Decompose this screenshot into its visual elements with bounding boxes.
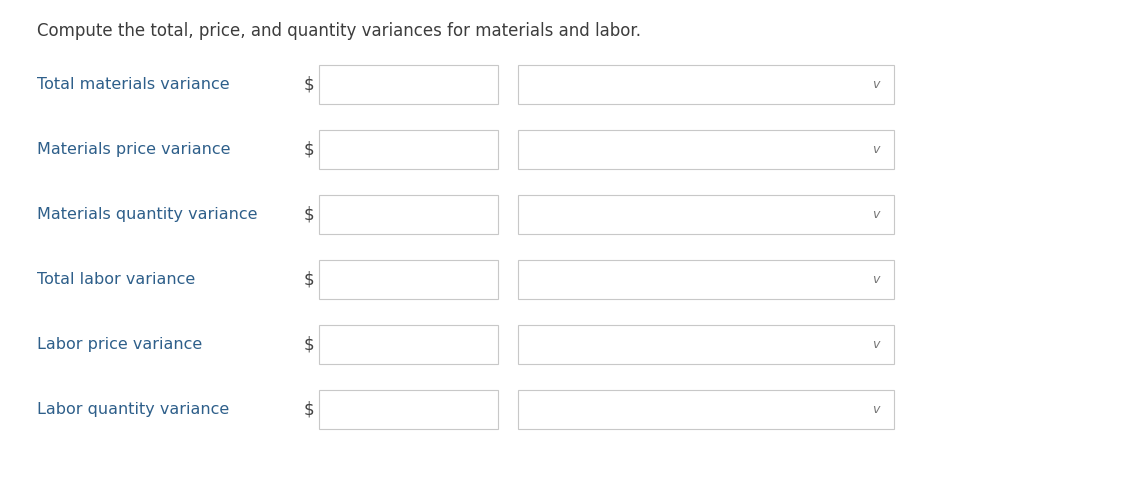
Text: v: v bbox=[873, 338, 880, 351]
FancyBboxPatch shape bbox=[319, 65, 498, 104]
FancyBboxPatch shape bbox=[518, 260, 894, 299]
Text: Labor quantity variance: Labor quantity variance bbox=[37, 402, 230, 417]
Text: v: v bbox=[873, 273, 880, 286]
Text: v: v bbox=[873, 78, 880, 91]
Text: Total materials variance: Total materials variance bbox=[37, 77, 230, 92]
FancyBboxPatch shape bbox=[518, 130, 894, 169]
FancyBboxPatch shape bbox=[518, 325, 894, 364]
Text: Total labor variance: Total labor variance bbox=[37, 272, 196, 287]
Text: $: $ bbox=[303, 75, 314, 94]
FancyBboxPatch shape bbox=[319, 130, 498, 169]
FancyBboxPatch shape bbox=[518, 390, 894, 429]
FancyBboxPatch shape bbox=[518, 195, 894, 234]
FancyBboxPatch shape bbox=[518, 65, 894, 104]
Text: $: $ bbox=[303, 205, 314, 224]
Text: $: $ bbox=[303, 335, 314, 354]
Text: Compute the total, price, and quantity variances for materials and labor.: Compute the total, price, and quantity v… bbox=[37, 22, 642, 40]
Text: $: $ bbox=[303, 401, 314, 419]
Text: $: $ bbox=[303, 270, 314, 289]
Text: Labor price variance: Labor price variance bbox=[37, 337, 203, 352]
Text: v: v bbox=[873, 208, 880, 221]
FancyBboxPatch shape bbox=[319, 390, 498, 429]
Text: $: $ bbox=[303, 140, 314, 159]
FancyBboxPatch shape bbox=[319, 260, 498, 299]
Text: Materials quantity variance: Materials quantity variance bbox=[37, 207, 258, 222]
FancyBboxPatch shape bbox=[319, 325, 498, 364]
Text: Materials price variance: Materials price variance bbox=[37, 142, 231, 157]
Text: v: v bbox=[873, 143, 880, 156]
Text: v: v bbox=[873, 403, 880, 416]
FancyBboxPatch shape bbox=[319, 195, 498, 234]
